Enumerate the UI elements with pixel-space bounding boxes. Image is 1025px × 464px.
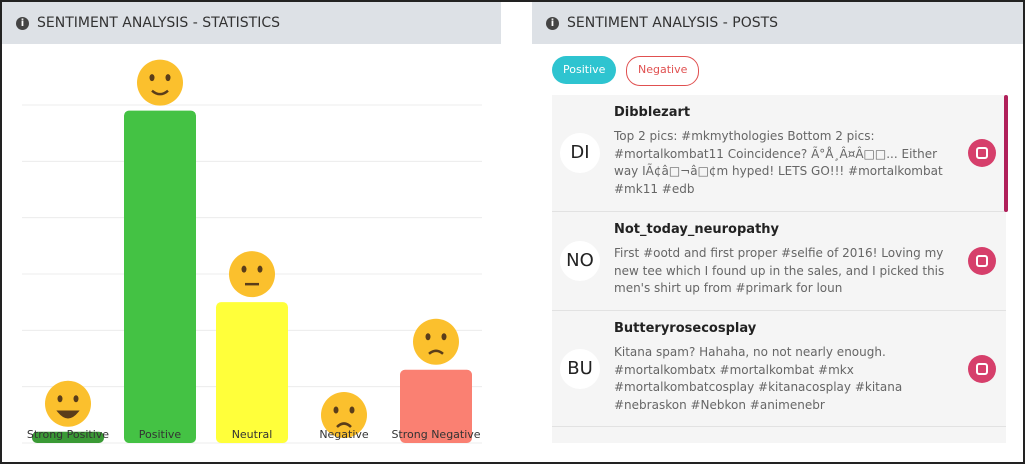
filter-button[interactable]: Negative [626, 56, 700, 86]
post-text: Top 2 pics: #mkmythologies Bottom 2 pics… [614, 129, 943, 196]
scrollbar[interactable] [1004, 95, 1008, 212]
chart: Strong Positive Positive Neutral Negative St… [22, 59, 482, 444]
bar [32, 431, 104, 443]
emoji [413, 318, 459, 365]
post-author: Not_today_neuropathy [614, 222, 780, 237]
x-tick-label: Neutral [232, 428, 273, 441]
post-text: Kitana spam? Hahaha, no not nearly enoug… [614, 345, 903, 412]
post[interactable]: DI Dibblezart Top 2 pics: #mkmythologies… [552, 95, 1006, 212]
statistics-panel: i SENTIMENT ANALYSIS - STATISTICS Strong … [2, 2, 501, 462]
bar [216, 302, 288, 443]
bar [400, 369, 472, 443]
post-text: First #ootd and first proper #selfie of … [614, 246, 945, 295]
bar [124, 110, 196, 443]
instagram-icon[interactable] [968, 354, 996, 383]
x-tick-label: Negative [319, 428, 369, 441]
post-author: Butteryrosecosplay [614, 321, 757, 336]
emoji [321, 392, 367, 438]
panel-title: SENTIMENT ANALYSIS - STATISTICS [37, 15, 281, 31]
post-author: Dibblezart [614, 105, 691, 120]
avatar: BU [560, 348, 600, 389]
instagram-icon[interactable] [968, 247, 996, 275]
x-tick-label: Positive [139, 428, 182, 441]
panel-header: i SENTIMENT ANALYSIS - POSTS [532, 2, 1023, 44]
x-tick-label: Strong Positive [27, 428, 109, 441]
posts-panel: i SENTIMENT ANALYSIS - POSTS Positive Neg… [532, 2, 1023, 462]
avatar: NO [560, 241, 600, 281]
instagram-icon[interactable] [968, 139, 996, 167]
post-list: DI Dibblezart Top 2 pics: #mkmythologies… [552, 95, 1006, 443]
panel-title: SENTIMENT ANALYSIS - POSTS [567, 15, 779, 31]
post[interactable]: BU Butteryrosecosplay Kitana spam? Hahah… [552, 311, 1006, 427]
panel-header: i SENTIMENT ANALYSIS - STATISTICS [2, 2, 501, 44]
filter-button[interactable]: Positive [552, 56, 617, 84]
emoji [229, 251, 275, 298]
avatar: DI [560, 133, 600, 173]
post[interactable]: NO Not_today_neuropathy First #ootd and … [552, 212, 1006, 311]
emoji [137, 59, 183, 106]
emoji [45, 380, 91, 427]
x-tick-label: Strong Negative [391, 428, 480, 441]
